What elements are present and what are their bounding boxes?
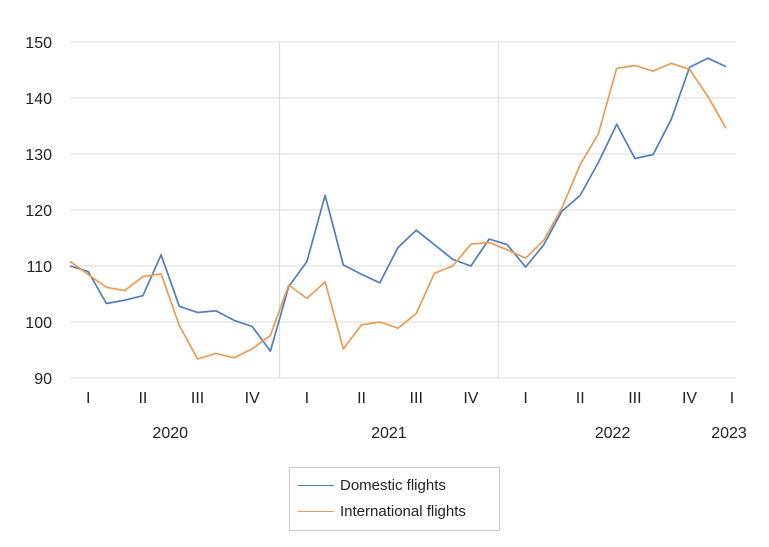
x-year-label: 2021 bbox=[371, 425, 407, 442]
x-quarter-label: II bbox=[357, 390, 366, 407]
y-tick-label: 140 bbox=[25, 91, 52, 108]
x-quarter-label: I bbox=[730, 390, 734, 407]
x-quarter-label: I bbox=[86, 390, 90, 407]
y-tick-label: 110 bbox=[26, 259, 52, 276]
y-tick-label: 90 bbox=[34, 371, 52, 388]
gridlines bbox=[70, 41, 736, 379]
series-lines bbox=[69, 57, 727, 360]
x-quarter-label: I bbox=[305, 390, 309, 407]
series-line-domestic bbox=[69, 57, 727, 352]
x-quarter-label: II bbox=[138, 390, 147, 407]
x-quarter-label: III bbox=[628, 390, 641, 407]
x-quarter-label: III bbox=[410, 390, 423, 407]
legend-swatch-domestic bbox=[298, 485, 334, 486]
x-quarter-label: II bbox=[576, 390, 585, 407]
series-line-international bbox=[69, 62, 727, 360]
legend-label-domestic: Domestic flights bbox=[340, 477, 446, 494]
x-quarter-label: IV bbox=[245, 390, 260, 407]
x-quarter-label: IV bbox=[682, 390, 697, 407]
legend-item-international: International flights bbox=[298, 503, 466, 520]
legend-label-international: International flights bbox=[340, 503, 466, 520]
x-year-label: 2022 bbox=[595, 425, 631, 442]
y-tick-label: 100 bbox=[25, 315, 52, 332]
x-quarter-label: I bbox=[523, 390, 527, 407]
x-axis-quarter-ticks: I II III IV I II III IV I II III IV I bbox=[86, 390, 734, 407]
year-separators bbox=[279, 42, 499, 378]
x-year-label: 2020 bbox=[152, 425, 188, 442]
x-axis-year-labels: 2020 2021 2022 2023 bbox=[152, 425, 746, 442]
legend-swatch-international bbox=[298, 511, 334, 512]
x-quarter-label: IV bbox=[463, 390, 478, 407]
legend: Domestic flights International flights bbox=[289, 467, 500, 531]
x-quarter-label: III bbox=[191, 390, 204, 407]
y-tick-label: 130 bbox=[25, 147, 52, 164]
y-tick-label: 120 bbox=[25, 203, 52, 220]
y-axis-ticks: 90 100 110 120 130 140 150 bbox=[25, 35, 52, 388]
x-year-label: 2023 bbox=[711, 425, 747, 442]
legend-item-domestic: Domestic flights bbox=[298, 477, 446, 494]
y-tick-label: 150 bbox=[25, 35, 52, 52]
